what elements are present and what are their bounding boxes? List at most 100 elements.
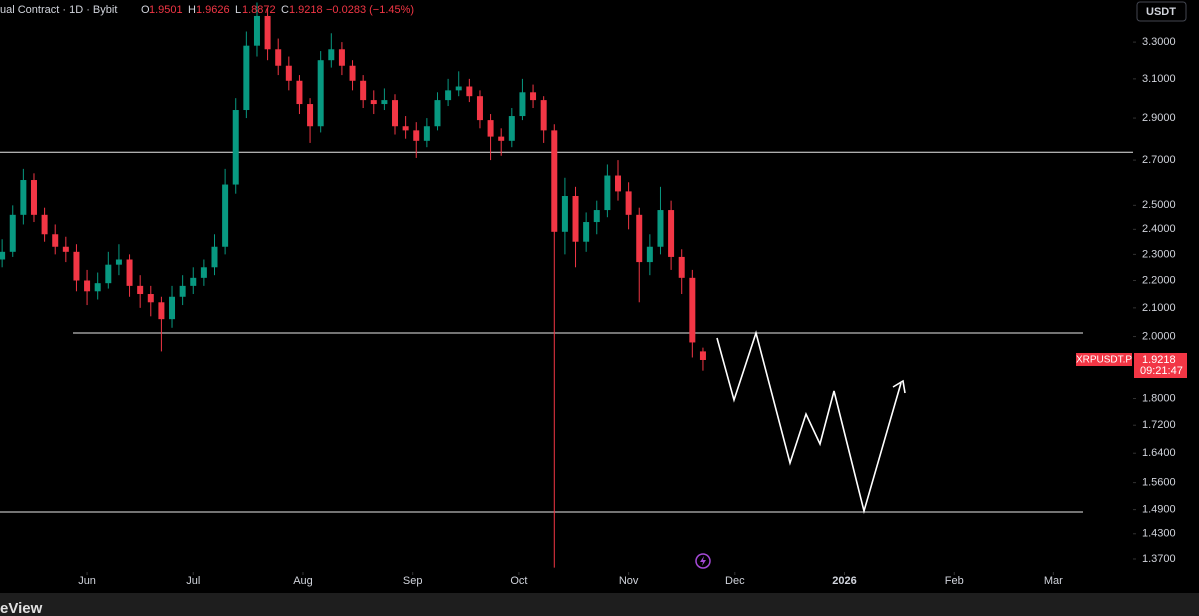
candle-body xyxy=(253,15,260,46)
candle-body xyxy=(530,92,537,101)
candle-body xyxy=(551,130,558,232)
candle-body xyxy=(413,130,420,141)
candle-body xyxy=(264,15,271,50)
high-label: H xyxy=(188,4,196,16)
candle-body xyxy=(678,256,685,278)
candle-body xyxy=(0,251,6,260)
candle-body xyxy=(498,136,505,141)
currency-button[interactable] xyxy=(1136,1,1187,22)
candle-body xyxy=(604,175,611,211)
y-tick-label: 1.7200 xyxy=(1142,419,1176,431)
candle-body xyxy=(434,100,441,127)
candle-body xyxy=(30,180,37,215)
candle-body xyxy=(317,60,324,127)
price-tag xyxy=(1134,353,1187,378)
candle-body xyxy=(625,191,632,215)
y-tick-label: 2.5000 xyxy=(1142,199,1176,211)
y-tick-label: 3.3000 xyxy=(1142,36,1176,48)
candle-body xyxy=(285,65,292,81)
close-label: C xyxy=(281,4,289,16)
x-tick-label: Jun xyxy=(78,575,96,587)
candle-body xyxy=(423,126,430,141)
y-tick-label: 1.6400 xyxy=(1142,447,1176,459)
candle-body xyxy=(105,264,112,284)
candle-body xyxy=(275,49,282,66)
candle-body xyxy=(370,100,377,105)
candle-body xyxy=(572,196,579,242)
candle-body xyxy=(94,283,101,292)
candle-body xyxy=(222,184,229,247)
candle-body xyxy=(338,49,345,66)
y-tick-label: 1.5600 xyxy=(1142,477,1176,489)
candle-body xyxy=(307,104,314,127)
x-tick-label: Nov xyxy=(619,575,639,587)
lightning-icon[interactable] xyxy=(695,553,711,569)
candle-body xyxy=(9,214,16,252)
projection-arrowhead xyxy=(892,379,906,394)
x-tick-label: Mar xyxy=(1044,575,1063,587)
projection-path xyxy=(716,330,902,515)
currency-button-label[interactable]: USDT xyxy=(1146,6,1176,18)
candle-body xyxy=(243,45,250,111)
icon-ring[interactable] xyxy=(695,553,711,569)
icon-bolt[interactable] xyxy=(700,556,706,566)
candle-body xyxy=(62,246,69,252)
y-tick-label: 2.9000 xyxy=(1142,112,1176,124)
x-tick-label: 2026 xyxy=(832,575,856,587)
candle-body xyxy=(381,100,388,105)
high-value: 1.9626 xyxy=(196,4,230,16)
candle-body xyxy=(540,100,547,131)
candle-body xyxy=(137,285,144,295)
x-tick-label: Aug xyxy=(293,575,313,587)
candle-body xyxy=(519,92,526,117)
ticker-tag-label: XRPUSDT.P xyxy=(1076,355,1132,366)
candle-body xyxy=(445,90,452,101)
price-tag-label: 1.9218 xyxy=(1142,354,1176,366)
open-label: O xyxy=(141,4,150,16)
candle-body xyxy=(41,214,48,235)
y-tick-label: 1.3700 xyxy=(1142,553,1176,565)
candle-body xyxy=(646,246,653,263)
x-tick-label: Feb xyxy=(945,575,964,587)
candle-body xyxy=(657,210,664,247)
candle-body xyxy=(73,251,80,281)
candle-body xyxy=(360,80,367,101)
close-value: 1.9218 xyxy=(289,4,323,16)
footer-logo: eView xyxy=(0,600,43,616)
y-tick-label: 2.7000 xyxy=(1142,154,1176,166)
y-tick-label: 2.2000 xyxy=(1142,274,1176,286)
candle-body xyxy=(615,175,621,192)
symbol: ual Contract · 1D · Bybit xyxy=(0,4,117,16)
candle-body xyxy=(402,126,409,131)
y-tick-label: 3.1000 xyxy=(1142,73,1176,85)
candle-body xyxy=(296,80,303,105)
y-tick-label: 1.8000 xyxy=(1142,392,1176,404)
candle-body xyxy=(200,267,207,278)
candle-body xyxy=(20,180,27,215)
candle-body xyxy=(52,234,59,247)
change: −0.0283 (−1.45%) xyxy=(326,4,414,16)
y-tick-label: 2.3000 xyxy=(1142,248,1176,260)
y-tick-label: 1.4900 xyxy=(1142,504,1176,516)
candle-body xyxy=(115,259,122,265)
candle-body xyxy=(561,196,568,232)
candle-body xyxy=(328,49,335,61)
y-tick-label: 2.0000 xyxy=(1142,330,1176,342)
candle-body xyxy=(126,259,133,286)
candle-body xyxy=(689,277,696,343)
candle-body xyxy=(179,285,186,297)
open-value: 1.9501 xyxy=(149,4,183,16)
candle-body xyxy=(583,222,590,242)
candle-body xyxy=(211,246,218,268)
candle-body xyxy=(190,277,197,286)
candle-body xyxy=(392,100,399,127)
low-label: L xyxy=(235,4,241,16)
ticker-tag xyxy=(1076,353,1132,366)
candle-body xyxy=(487,120,494,137)
candle-body xyxy=(349,65,356,81)
countdown: 09:21:47 xyxy=(1140,365,1183,377)
header-legend: ual Contract · 1D · Bybit O 1.9501 H 1.9… xyxy=(0,4,414,16)
candle-body xyxy=(466,86,473,97)
